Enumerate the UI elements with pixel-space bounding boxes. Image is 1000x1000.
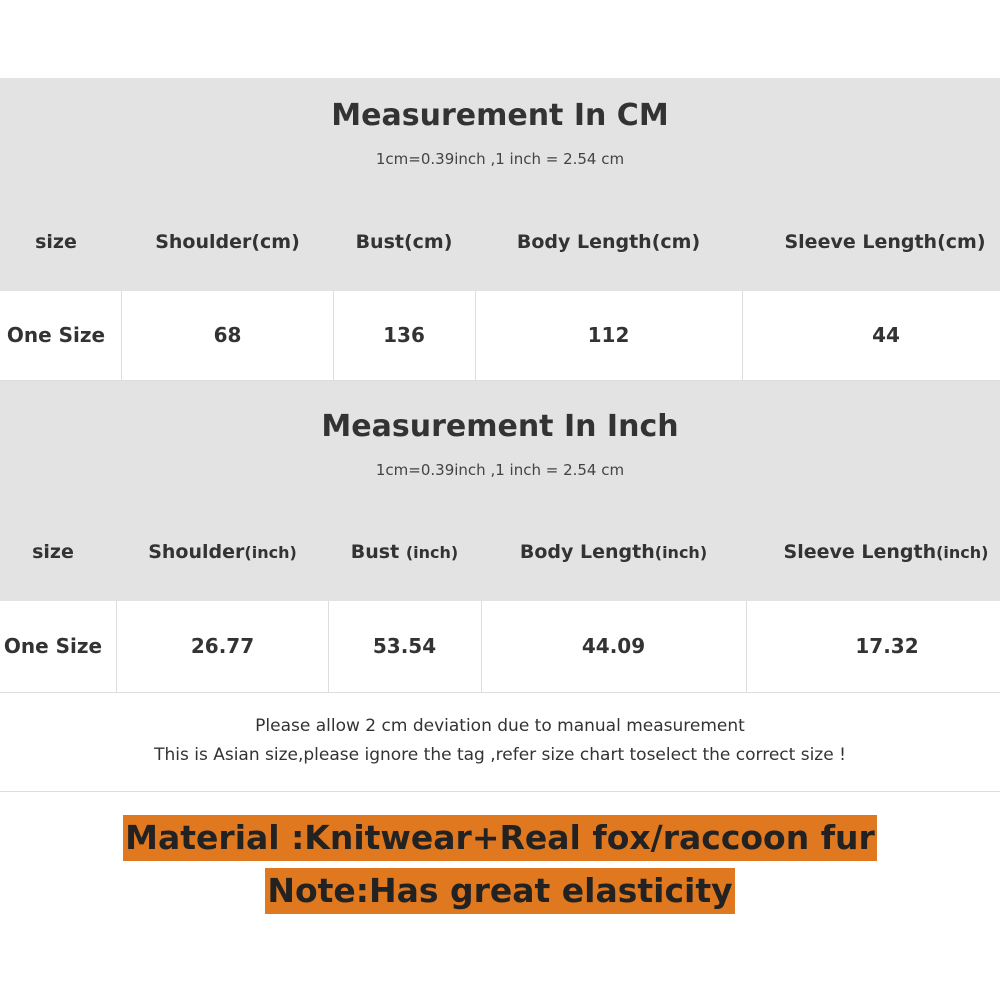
cm-cell-bust: 136: [383, 323, 425, 347]
inch-divider: [481, 601, 482, 692]
inch-header-bust: Bust (inch): [328, 541, 481, 563]
inch-cell-bust: 53.54: [372, 634, 437, 658]
cm-cell-sleeve-length: 44: [872, 323, 900, 347]
cm-header-body-length: Body Length(cm): [516, 231, 701, 253]
elasticity-highlight: Note:Has great elasticity: [265, 868, 735, 914]
inch-header-body-length-unit: (inch): [654, 543, 708, 562]
inch-table-row: One Size 26.77 53.54 44.09 17.32: [0, 601, 1000, 693]
cm-cell-shoulder: 68: [213, 323, 242, 347]
notes-divider: [0, 791, 1000, 792]
asian-size-note: This is Asian size,please ignore the tag…: [154, 745, 846, 765]
inch-cell-size: One Size: [3, 634, 103, 658]
cm-header-sleeve-length: Sleeve Length(cm): [784, 231, 986, 253]
inch-section-subtitle: 1cm=0.39inch ,1 inch = 2.54 cm: [375, 461, 625, 479]
inch-cell-shoulder: 26.77: [190, 634, 255, 658]
deviation-note: Please allow 2 cm deviation due to manua…: [255, 716, 745, 736]
inch-header-sleeve-length: Sleeve Length(inch): [772, 541, 1000, 563]
cm-divider: [121, 291, 122, 380]
cm-cell-body-length: 112: [587, 323, 630, 347]
cm-divider: [742, 291, 743, 380]
inch-cell-sleeve-length: 17.32: [855, 634, 919, 658]
cm-cell-size: One Size: [6, 323, 106, 347]
inch-header-size: size: [0, 541, 106, 563]
inch-header-bust-unit: (inch): [405, 543, 459, 562]
inch-header-size-label: size: [32, 541, 74, 563]
material-highlight: Material :Knitwear+Real fox/raccoon fur: [123, 815, 877, 861]
inch-divider: [116, 601, 117, 692]
inch-section-title: Measurement In Inch: [321, 409, 679, 444]
inch-header-bust-label: Bust: [350, 541, 406, 563]
cm-section-title: Measurement In CM: [331, 98, 669, 133]
elasticity-line: Note:Has great elasticity: [0, 868, 1000, 914]
cm-section-subtitle: 1cm=0.39inch ,1 inch = 2.54 cm: [375, 150, 625, 168]
inch-header-shoulder-unit: (inch): [244, 543, 297, 562]
cm-table-row: One Size 68 136 112 44: [0, 291, 1000, 381]
cm-section-header: Measurement In CM 1cm=0.39inch ,1 inch =…: [0, 78, 1000, 291]
inch-divider: [328, 601, 329, 692]
cm-header-size: size: [35, 231, 77, 253]
inch-header-sleeve-length-label: Sleeve Length: [783, 541, 937, 563]
cm-header-bust: Bust(cm): [355, 231, 453, 253]
inch-header-shoulder: Shoulder(inch): [117, 541, 328, 563]
material-line: Material :Knitwear+Real fox/raccoon fur: [0, 815, 1000, 861]
cm-divider: [333, 291, 334, 380]
inch-section-header: Measurement In Inch 1cm=0.39inch ,1 inch…: [0, 381, 1000, 601]
inch-divider: [746, 601, 747, 692]
inch-header-body-length: Body Length(inch): [481, 541, 746, 563]
inch-header-body-length-label: Body Length: [519, 541, 655, 563]
cm-divider: [475, 291, 476, 380]
cm-header-shoulder: Shoulder(cm): [155, 231, 300, 253]
inch-cell-body-length: 44.09: [581, 634, 646, 658]
inch-header-shoulder-label: Shoulder: [148, 541, 245, 563]
inch-header-sleeve-length-unit: (inch): [936, 543, 989, 562]
